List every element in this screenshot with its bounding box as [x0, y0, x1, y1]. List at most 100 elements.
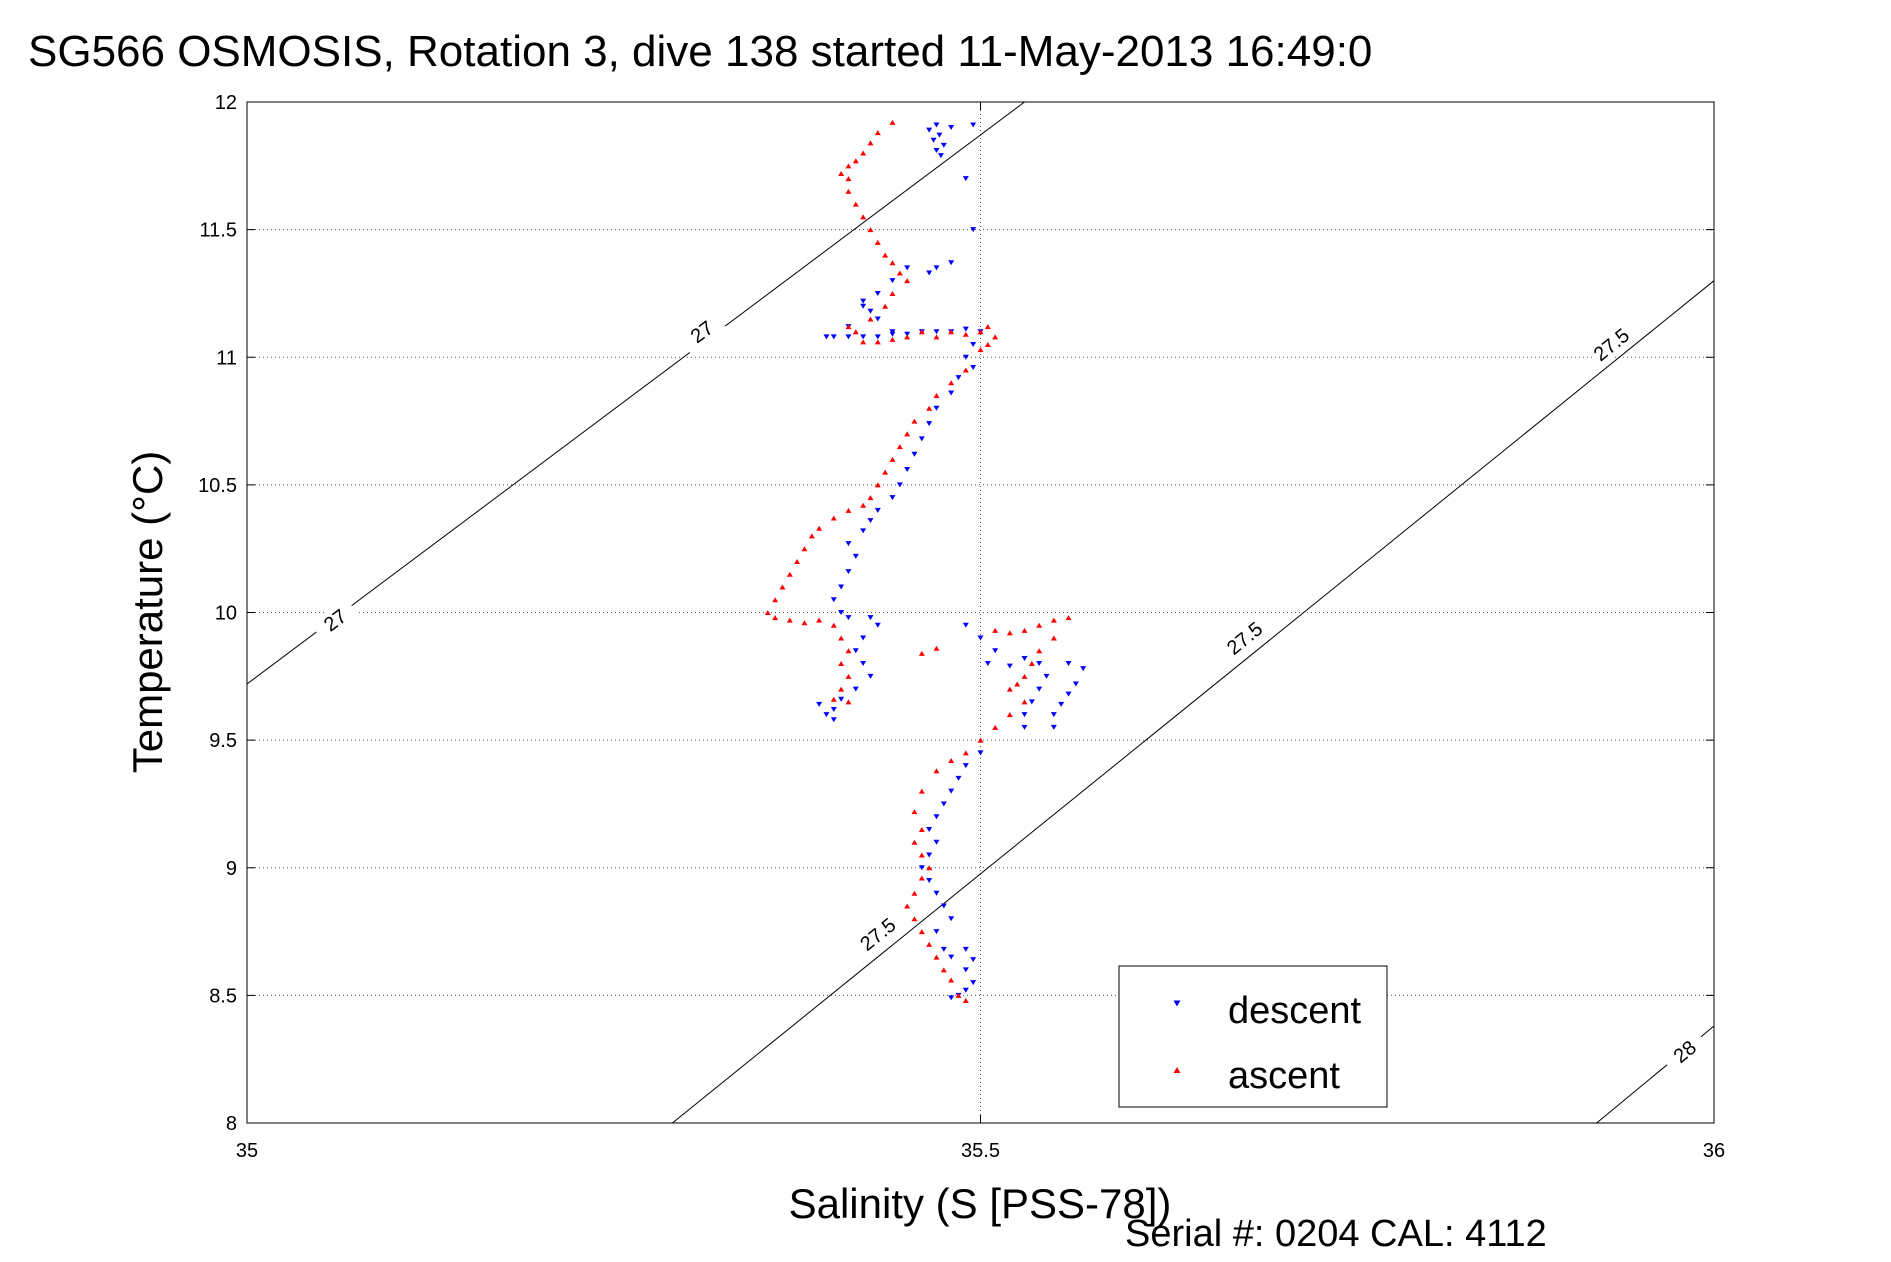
- ascent-point: [852, 201, 859, 207]
- descent-point: [1028, 699, 1035, 705]
- ascent-point: [816, 525, 823, 531]
- ascent-point: [779, 584, 786, 590]
- y-tick-label: 10: [215, 603, 237, 625]
- descent-point: [852, 553, 859, 559]
- descent-point: [940, 903, 947, 909]
- ascent-point: [911, 839, 918, 845]
- descent-point: [852, 648, 859, 654]
- descent-point: [889, 278, 896, 284]
- ascent-point: [808, 533, 815, 539]
- descent-point: [962, 763, 969, 769]
- descent-point: [838, 610, 845, 615]
- descent-point: [1065, 691, 1072, 697]
- descent-point: [926, 127, 933, 133]
- descent-point: [860, 661, 867, 667]
- ascent-point: [852, 158, 859, 164]
- descent-point: [940, 946, 947, 952]
- legend: descent ascent: [1118, 965, 1388, 1108]
- ascent-point: [860, 502, 867, 508]
- descent-point: [867, 673, 874, 679]
- ascent-point: [926, 941, 933, 947]
- descent-point: [1058, 701, 1065, 707]
- isopycnal-line: [672, 280, 1714, 1123]
- descent-point: [860, 635, 867, 641]
- ascent-point: [772, 615, 779, 621]
- ascent-point: [911, 809, 918, 815]
- ascent-point: [1021, 699, 1028, 705]
- descent-point: [933, 147, 940, 153]
- ascent-point: [860, 150, 867, 156]
- descent-point: [962, 946, 969, 952]
- legend-ascent-marker: [1173, 1067, 1181, 1073]
- descent-point: [948, 995, 955, 1001]
- descent-point: [936, 132, 943, 138]
- descent-point: [816, 701, 823, 707]
- descent-point: [1036, 661, 1043, 667]
- descent-point: [970, 227, 977, 233]
- descent-point: [904, 467, 911, 473]
- descent-point: [970, 364, 977, 370]
- descent-point: [874, 507, 881, 513]
- ascent-point: [1028, 661, 1035, 667]
- descent-point: [852, 686, 859, 692]
- descent-point: [955, 775, 962, 781]
- ascent-point: [860, 214, 867, 220]
- ascent-point: [845, 699, 852, 705]
- ascent-point: [874, 482, 881, 488]
- descent-point: [933, 890, 940, 896]
- descent-point: [845, 334, 852, 340]
- descent-point: [874, 334, 881, 340]
- ascent-point: [889, 290, 896, 296]
- descent-point: [1072, 681, 1079, 687]
- ascent-point: [1014, 681, 1021, 687]
- descent-point: [933, 265, 940, 271]
- ascent-point: [794, 558, 801, 564]
- descent-point: [830, 717, 837, 723]
- ascent-point: [786, 617, 793, 623]
- ascent-point: [1021, 673, 1028, 679]
- descent-point: [933, 814, 940, 820]
- descent-point: [1050, 724, 1057, 730]
- ascent-point: [1050, 617, 1057, 623]
- ascent-point: [830, 515, 837, 521]
- ascent-point: [948, 758, 955, 764]
- ascent-point: [889, 336, 896, 342]
- descent-point: [970, 980, 977, 986]
- ascent-point: [801, 546, 808, 552]
- ascent-point: [882, 469, 889, 475]
- y-tick-label: 10.5: [198, 475, 237, 497]
- descent-point: [860, 303, 867, 309]
- descent-point: [977, 750, 984, 756]
- ascent-point: [1021, 627, 1028, 633]
- ascent-point: [904, 334, 911, 340]
- ascent-point: [896, 270, 903, 276]
- ascent-point: [852, 329, 859, 335]
- ascent-point: [838, 661, 845, 667]
- data-series: [764, 119, 1087, 1003]
- ascent-point: [801, 620, 808, 626]
- descent-point: [1043, 673, 1050, 679]
- ascent-point: [889, 456, 896, 462]
- y-tick-label: 12: [215, 92, 237, 114]
- legend-descent-marker: [1173, 1000, 1181, 1007]
- descent-point: [970, 957, 977, 963]
- ascent-point: [874, 130, 881, 136]
- descent-point: [933, 122, 940, 128]
- ascent-point: [911, 418, 918, 424]
- descent-point: [889, 495, 896, 501]
- ascent-point: [838, 635, 845, 641]
- descent-point: [1021, 712, 1028, 718]
- y-axis-label: Temperature (°C): [124, 451, 171, 774]
- ascent-point: [992, 724, 999, 730]
- descent-point: [889, 329, 896, 335]
- descent-point: [1036, 686, 1043, 692]
- ascent-point: [1006, 712, 1013, 718]
- serial-cal-text: Serial #: 0204 CAL: 4112: [1125, 1213, 1547, 1255]
- descent-point: [904, 265, 911, 271]
- descent-point: [926, 421, 933, 427]
- descent-point: [933, 405, 940, 411]
- descent-point: [830, 706, 837, 712]
- ascent-point: [1036, 648, 1043, 654]
- ascent-point: [977, 347, 984, 353]
